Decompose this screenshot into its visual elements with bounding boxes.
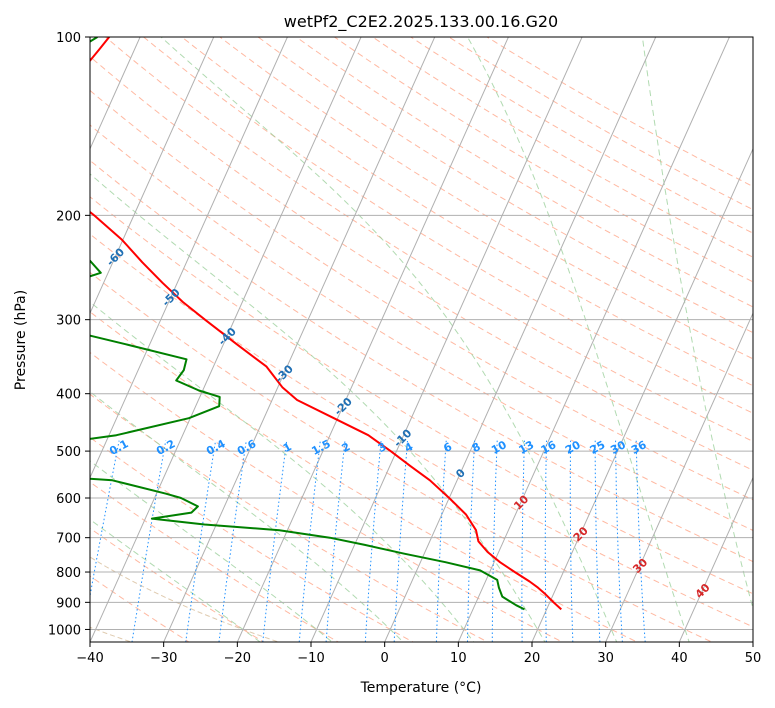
isotherm xyxy=(90,37,215,315)
isotherm xyxy=(90,37,362,642)
mixing-ratio-line xyxy=(594,440,601,642)
y-tick-label: 700 xyxy=(56,532,81,547)
y-tick-label: 100 xyxy=(56,31,81,46)
y-tick-label: 1000 xyxy=(48,623,81,638)
mixing-ratio-line xyxy=(569,440,574,642)
sounding-series xyxy=(90,37,562,611)
mixing-ratio-line xyxy=(521,440,525,642)
dry-adiabat xyxy=(333,37,753,283)
x-axis-title: Temperature (°C) xyxy=(360,680,482,696)
isotherm xyxy=(236,37,509,642)
mixing-ratio-line xyxy=(544,440,547,642)
moist-adiabat xyxy=(160,37,618,642)
dry-adiabat xyxy=(90,56,753,471)
x-tick-label: 40 xyxy=(671,651,688,666)
moist-adiabats xyxy=(90,37,753,642)
x-axis: −40 −30 −20 −10 0 10 20 30 40 50 xyxy=(76,642,761,666)
mixing-ratio-line xyxy=(262,440,288,642)
dry-adiabat xyxy=(90,481,340,642)
isotherm xyxy=(384,37,657,642)
x-tick-label: 30 xyxy=(597,651,614,666)
isotherm xyxy=(605,311,753,642)
dry-adiabat xyxy=(447,37,753,211)
x-tick-label: −30 xyxy=(150,651,177,666)
y-axis: 100 200 300 400 500 600 700 800 900 1000 xyxy=(48,31,90,638)
x-tick-label: −10 xyxy=(297,651,324,666)
dry-adiabat xyxy=(219,37,753,360)
isotherm xyxy=(457,37,730,642)
isotherms xyxy=(90,37,753,642)
isotherm xyxy=(163,37,436,642)
dry-adiabat xyxy=(90,311,639,642)
dewpoint-line xyxy=(90,37,525,611)
mixing-ratio-label: 25 xyxy=(588,438,608,457)
dry-adiabat xyxy=(295,37,753,308)
chart-title: wetPf2_C2E2.2025.133.00.16.G20 xyxy=(284,12,558,32)
mixing-ratio-lines xyxy=(90,440,646,642)
dry-adiabat xyxy=(104,37,753,442)
mixing-ratio-line xyxy=(364,440,382,642)
mixing-ratio-line xyxy=(615,440,623,642)
x-tick-label: 50 xyxy=(745,651,762,666)
x-tick-label: 20 xyxy=(524,651,541,666)
isotherm xyxy=(90,37,141,151)
isotherm xyxy=(90,37,288,479)
mixing-ratio-label: 30 xyxy=(608,438,628,457)
mixing-ratio-label: 13 xyxy=(517,438,537,457)
mixing-ratio-line xyxy=(393,440,408,642)
mixing-ratio-label: 10 xyxy=(489,438,509,457)
moist-adiabat xyxy=(466,37,690,642)
y-tick-label: 800 xyxy=(56,566,81,581)
y-tick-label: 200 xyxy=(56,209,81,224)
y-tick-label: 400 xyxy=(56,388,81,403)
mixing-ratio-label: 16 xyxy=(539,438,559,457)
mixing-ratio-line xyxy=(218,440,247,642)
dry-adiabat xyxy=(90,196,753,595)
dry-adiabat xyxy=(257,37,753,334)
moist-adiabat xyxy=(90,173,546,642)
isotherm xyxy=(310,37,583,642)
mixing-ratio-line xyxy=(491,440,498,642)
x-tick-label: −20 xyxy=(224,651,251,666)
plot-frame xyxy=(89,36,754,643)
mixing-ratio-line xyxy=(185,440,217,642)
dry-adiabat xyxy=(486,37,753,188)
isotherm xyxy=(678,476,753,642)
dry-adiabat xyxy=(90,124,753,531)
dry-adiabat xyxy=(90,271,713,642)
x-tick-label: 10 xyxy=(450,651,467,666)
dry-adiabat xyxy=(90,436,414,642)
moist-adiabat xyxy=(90,301,475,642)
mixing-ratio-line xyxy=(298,440,321,642)
temperature-line xyxy=(90,37,562,611)
mixing-ratio-label: 20 xyxy=(563,438,583,457)
y-tick-label: 500 xyxy=(56,445,81,460)
y-tick-label: 300 xyxy=(56,314,81,329)
dry-adiabat xyxy=(90,159,753,563)
dry-adiabat xyxy=(90,89,753,501)
x-tick-label: −40 xyxy=(76,651,103,666)
mixing-ratio-line xyxy=(635,440,646,642)
pressure-gridlines xyxy=(90,37,753,630)
y-tick-label: 900 xyxy=(56,596,81,611)
moist-adiabat xyxy=(90,518,261,642)
dry-adiabat xyxy=(181,37,753,387)
moist-adiabat xyxy=(641,37,753,611)
x-tick-label: 0 xyxy=(381,651,389,666)
y-tick-label: 600 xyxy=(56,492,81,507)
isotherm xyxy=(531,147,753,642)
mixing-ratio-label: 36 xyxy=(629,438,649,457)
mixing-ratio-line xyxy=(435,440,447,642)
y-axis-title: Pressure (hPa) xyxy=(13,290,29,390)
